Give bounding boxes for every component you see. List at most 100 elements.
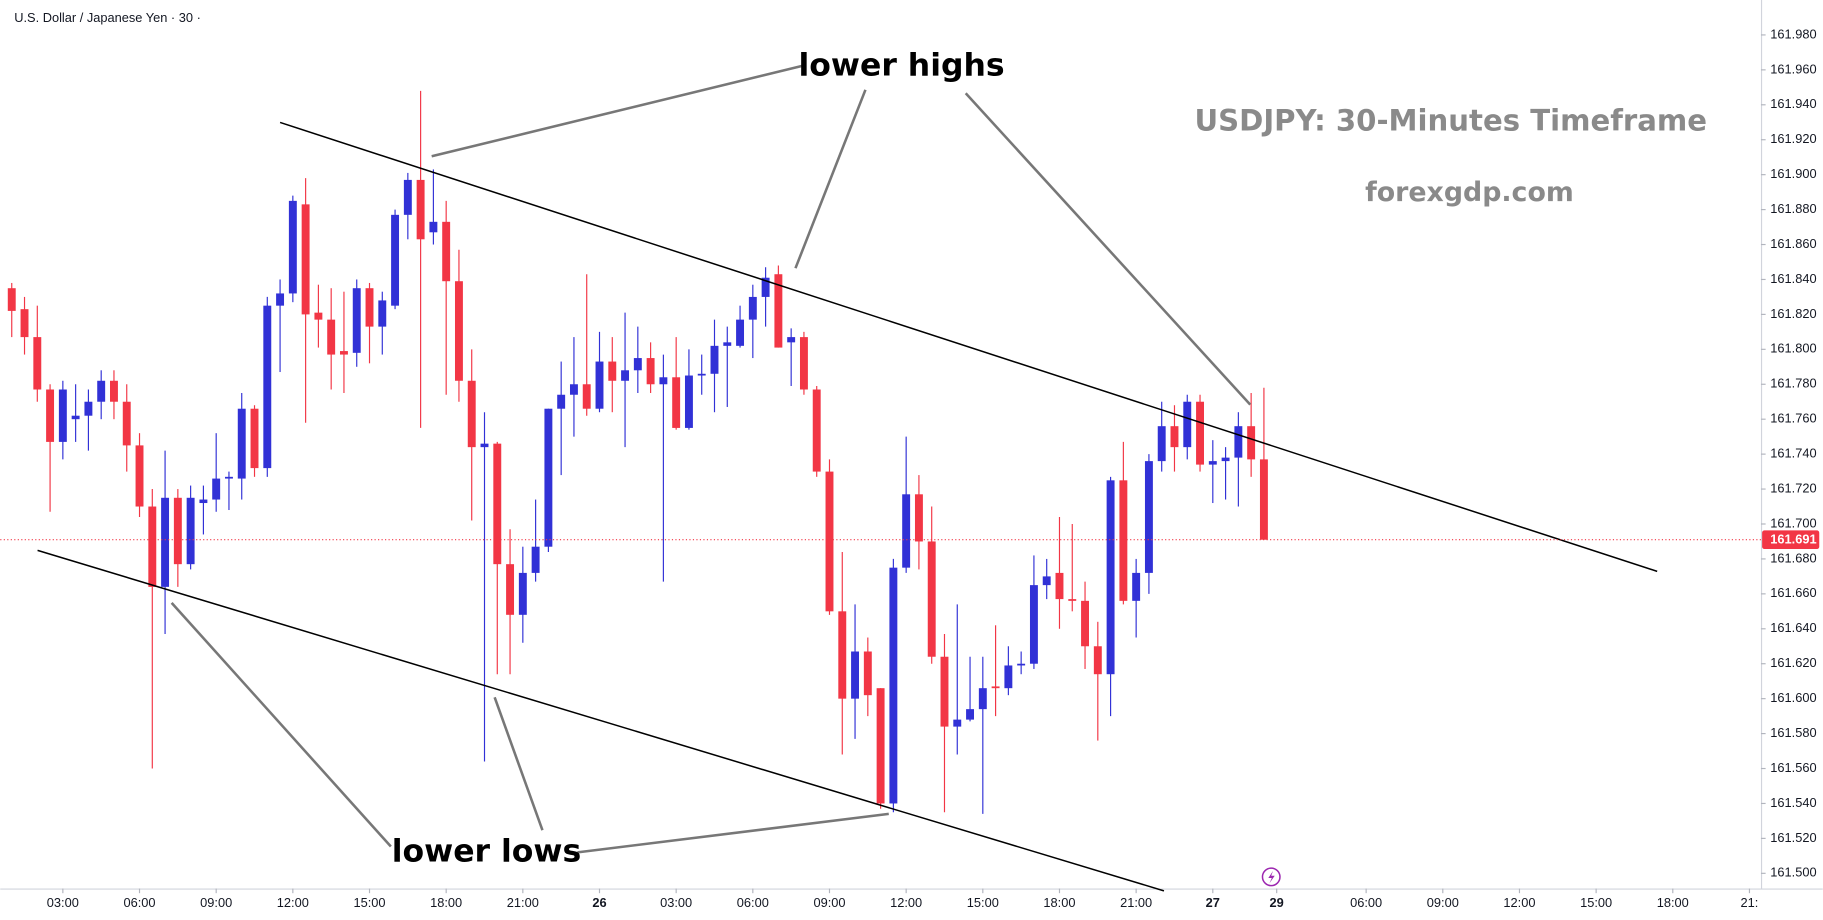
candle-body <box>1029 585 1038 664</box>
last-price-box <box>1762 530 1820 550</box>
candle-body <box>825 471 834 612</box>
candle-body <box>161 497 170 587</box>
candle-body <box>7 288 16 311</box>
candle-body <box>1119 480 1128 601</box>
candle-body <box>953 719 962 727</box>
candle-body <box>173 497 182 565</box>
event-bolt <box>1268 871 1275 884</box>
candle-body <box>710 345 719 374</box>
candle-body <box>1183 401 1192 448</box>
candle-body <box>723 342 732 346</box>
candle-body <box>327 319 336 355</box>
candle-body <box>1017 663 1026 666</box>
y-tick-label: 161.920 <box>1770 131 1816 146</box>
candle-body <box>557 394 566 409</box>
y-tick-label: 161.580 <box>1770 725 1816 740</box>
candle-body <box>263 305 272 469</box>
candle-body <box>1132 572 1141 601</box>
candle-body <box>684 375 693 428</box>
candle-body <box>1081 600 1089 647</box>
candle-body <box>774 274 783 348</box>
candle-body <box>736 319 745 346</box>
x-tick-label: 18:00 <box>1657 895 1689 910</box>
candle-body <box>1004 665 1013 689</box>
candle-body <box>1196 401 1204 465</box>
candle-body <box>365 288 374 327</box>
x-tick-label: 26 <box>592 895 606 910</box>
candle-body <box>876 688 885 804</box>
x-tick-label: 18:00 <box>1043 895 1075 910</box>
y-tick-label: 161.860 <box>1770 236 1816 251</box>
pointer-lines <box>170 64 1252 854</box>
y-tick-label: 161.760 <box>1770 411 1816 426</box>
y-tick-label: 161.620 <box>1770 655 1816 670</box>
candle-body <box>1234 426 1243 458</box>
candle-body <box>1144 461 1153 573</box>
candle-body <box>110 380 118 402</box>
y-tick-label: 161.520 <box>1770 830 1816 845</box>
website: forexgdp.com <box>1365 177 1574 208</box>
y-tick-label: 161.720 <box>1770 480 1816 495</box>
candle-body <box>595 361 604 409</box>
candle-body <box>1157 426 1166 462</box>
candle-body <box>224 476 233 479</box>
y-tick-label: 161.680 <box>1770 550 1816 565</box>
candle-body <box>186 497 195 565</box>
y-tick-label: 161.540 <box>1770 795 1816 810</box>
x-tick-label: 06:00 <box>123 895 155 910</box>
x-tick-label: 29 <box>1270 895 1284 910</box>
symbol-title: U.S. Dollar / Japanese Yen · 30 · <box>14 10 201 25</box>
candle-body <box>212 478 221 500</box>
candle-body <box>250 408 259 469</box>
watermark: USDJPY: 30-Minutes Timeframe <box>1195 103 1708 137</box>
candle-body <box>787 337 796 343</box>
candle-body <box>761 277 770 297</box>
y-tick-label: 161.740 <box>1770 446 1816 461</box>
candle-body <box>889 567 898 804</box>
candle-body <box>493 443 502 565</box>
event-icon <box>1261 867 1281 887</box>
x-tick-label: 06:00 <box>1350 895 1382 910</box>
pointer-line <box>493 696 544 831</box>
x-tick-label: 03:00 <box>47 895 79 910</box>
candle-body <box>569 384 578 395</box>
candle-body <box>902 494 911 568</box>
candles <box>7 90 1268 814</box>
candle-body <box>467 380 476 448</box>
y-tick-label: 161.640 <box>1770 620 1816 635</box>
candle-body <box>799 337 808 390</box>
candle-body <box>851 651 860 699</box>
x-tick-label: 06:00 <box>737 895 769 910</box>
candle-body <box>391 214 400 306</box>
candle-body <box>1068 599 1077 601</box>
y-tick-label: 161.560 <box>1770 760 1816 775</box>
pointer-line <box>794 89 867 269</box>
candle-body <box>531 546 540 573</box>
y-tick-label: 161.780 <box>1770 376 1816 391</box>
candle-body <box>1093 646 1102 675</box>
candle-body <box>1042 576 1051 586</box>
candle-body <box>506 564 515 615</box>
candle-body <box>122 401 131 446</box>
y-tick-label: 161.880 <box>1770 201 1816 216</box>
candle-body <box>339 351 348 355</box>
pointer-line <box>964 92 1252 406</box>
x-tick-label: 15:00 <box>353 895 385 910</box>
candle-body <box>288 200 297 294</box>
x-tick-label: 12:00 <box>1503 895 1535 910</box>
y-tick-label: 161.960 <box>1770 61 1816 76</box>
candle-body <box>544 408 553 547</box>
candle-body <box>748 296 757 320</box>
y-tick-label: 161.820 <box>1770 306 1816 321</box>
candle-body <box>20 309 29 338</box>
x-tick-label: 15:00 <box>967 895 999 910</box>
annotation: lower highs <box>799 47 1005 83</box>
candle-body <box>71 415 80 420</box>
candle-body <box>403 179 412 215</box>
candle-body <box>84 401 93 416</box>
candle-body <box>416 179 425 240</box>
candle-body <box>1247 426 1256 460</box>
upper-trendline <box>279 121 1658 573</box>
candle-body <box>697 373 706 376</box>
